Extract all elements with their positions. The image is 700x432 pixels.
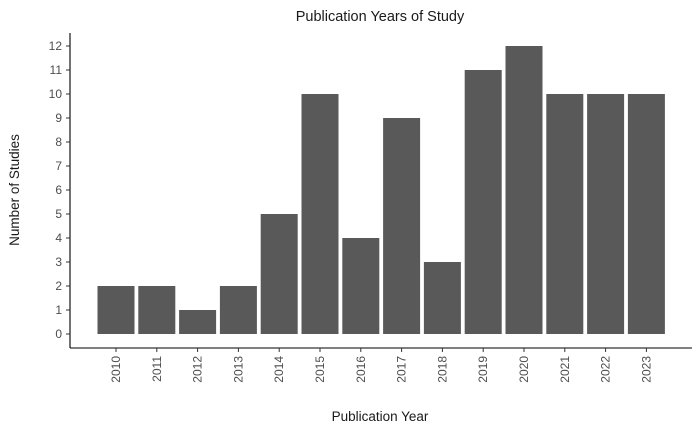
bar-2012 [179,310,217,334]
y-tick-label: 10 [49,87,63,101]
y-tick-label: 2 [55,279,62,293]
y-tick-label: 12 [49,39,63,53]
bars-group [97,46,665,334]
bar-2017 [383,118,421,334]
bar-2023 [627,94,665,334]
x-axis: 2010 2011 2012 2013 2014 2015 2016 2017 2018 2019… [70,347,692,383]
x-tick-label: 2017 [395,356,409,383]
bar-2013 [219,286,257,334]
y-tick-label: 6 [55,183,62,197]
x-tick-label: 2012 [191,356,205,383]
bar-2021 [546,94,584,334]
x-tick-label: 2018 [435,356,449,383]
y-tick-label: 11 [50,63,63,77]
bar-2020 [505,46,543,334]
x-axis-title: Publication Year [332,409,429,424]
y-tick-label: 5 [55,207,62,221]
x-tick-label: 2020 [517,356,531,383]
y-tick-label: 0 [55,327,62,341]
bar-2019 [464,70,502,334]
x-tick-label: 2019 [476,356,490,383]
bar-2010 [97,286,135,334]
chart-title: Publication Years of Study [296,9,465,25]
x-tick-label: 2014 [272,356,286,383]
bar-2018 [423,262,461,334]
x-tick-label: 2022 [599,356,613,383]
bar-2011 [138,286,176,334]
y-axis-title: Number of Studies [7,134,22,246]
bar-2015 [301,94,339,334]
y-tick-label: 8 [55,135,62,149]
bar-2016 [342,238,380,334]
x-tick-label: 2021 [558,356,572,383]
x-tick-label: 2015 [313,356,327,383]
x-tick-label: 2023 [639,356,653,383]
y-tick-label: 9 [55,111,62,125]
y-tick-label: 7 [55,159,62,173]
y-tick-label: 1 [55,303,62,317]
x-tick-label: 2011 [150,356,164,382]
x-tick-label: 2016 [354,356,368,383]
x-tick-label: 2013 [231,356,245,383]
y-tick-label: 4 [55,231,62,245]
bar-2014 [260,214,298,334]
x-tick-label: 2010 [109,356,123,383]
y-tick-label: 3 [55,255,62,269]
bar-2022 [587,94,625,334]
